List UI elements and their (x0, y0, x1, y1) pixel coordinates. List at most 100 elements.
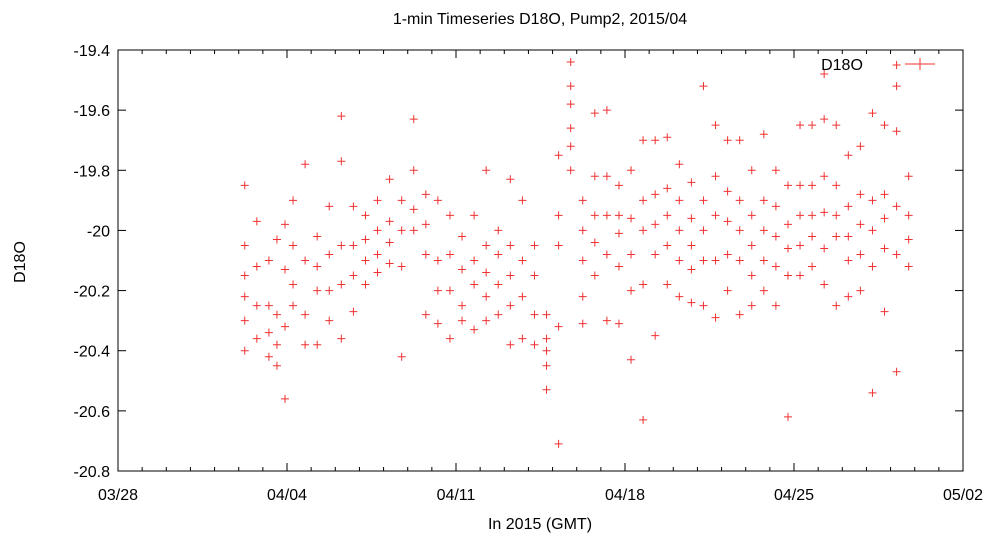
data-point (627, 355, 636, 364)
data-point (264, 301, 273, 310)
data-point (614, 181, 623, 190)
data-point (361, 280, 370, 289)
data-point (651, 331, 660, 340)
data-point (578, 256, 587, 265)
data-point (699, 196, 708, 205)
data-point (759, 196, 768, 205)
data-point (796, 121, 805, 130)
data-point (868, 388, 877, 397)
data-point (783, 220, 792, 229)
legend-marker (905, 58, 935, 70)
data-point (663, 241, 672, 250)
data-point (602, 172, 611, 181)
data-point (892, 127, 901, 136)
data-point (313, 232, 322, 241)
data-point (301, 256, 310, 265)
data-point (349, 241, 358, 250)
data-point (385, 175, 394, 184)
data-point (240, 316, 249, 325)
x-tick-label: 03/28 (98, 487, 138, 504)
data-point (542, 361, 551, 370)
data-point (252, 217, 261, 226)
data-point (325, 316, 334, 325)
data-point (325, 250, 334, 259)
data-point (880, 244, 889, 253)
data-point (639, 136, 648, 145)
data-point (301, 160, 310, 169)
data-point (337, 241, 346, 250)
data-point (820, 70, 829, 79)
data-point (361, 235, 370, 244)
data-point (880, 307, 889, 316)
data-point (675, 256, 684, 265)
data-point (796, 271, 805, 280)
data-points (240, 58, 913, 448)
data-point (397, 226, 406, 235)
y-axis-label: D18O (12, 241, 29, 283)
data-point (554, 151, 563, 160)
data-point (844, 151, 853, 160)
data-point (832, 232, 841, 241)
data-point (687, 241, 696, 250)
data-point (820, 280, 829, 289)
data-point (433, 196, 442, 205)
data-point (651, 250, 660, 259)
data-point (566, 142, 575, 151)
data-point (759, 226, 768, 235)
data-point (470, 280, 479, 289)
data-point (590, 271, 599, 280)
data-point (832, 181, 841, 190)
data-point (808, 181, 817, 190)
data-point (627, 166, 636, 175)
y-tick-label: -19.8 (74, 163, 111, 180)
data-point (796, 241, 805, 250)
data-point (723, 286, 732, 295)
data-point (518, 292, 527, 301)
data-point (554, 439, 563, 448)
data-point (602, 316, 611, 325)
data-point (421, 220, 430, 229)
data-point (627, 214, 636, 223)
data-point (687, 298, 696, 307)
data-point (373, 226, 382, 235)
data-point (385, 217, 394, 226)
data-point (240, 346, 249, 355)
data-point (301, 310, 310, 319)
data-point (458, 265, 467, 274)
y-axis: -19.4 -19.6 -19.8 -20 -20.2 -20.4 -20.6 -20.8 (74, 43, 963, 481)
data-point (820, 115, 829, 124)
data-point (280, 220, 289, 229)
data-point (856, 190, 865, 199)
data-point (397, 196, 406, 205)
data-point (578, 292, 587, 301)
data-point (651, 220, 660, 229)
data-point (470, 211, 479, 220)
data-point (699, 301, 708, 310)
data-point (264, 352, 273, 361)
data-point (289, 301, 298, 310)
data-point (482, 292, 491, 301)
data-point (566, 124, 575, 133)
data-point (747, 166, 756, 175)
y-tick-label: -19.6 (74, 103, 111, 120)
data-point (445, 250, 454, 259)
data-point (904, 235, 913, 244)
data-point (397, 262, 406, 271)
data-point (240, 241, 249, 250)
data-point (844, 292, 853, 301)
data-point (313, 262, 322, 271)
data-point (349, 307, 358, 316)
data-point (554, 322, 563, 331)
data-point (530, 271, 539, 280)
data-point (337, 157, 346, 166)
data-point (687, 265, 696, 274)
data-point (771, 202, 780, 211)
data-point (482, 268, 491, 277)
data-point (723, 250, 732, 259)
x-tick-label: 04/18 (605, 487, 645, 504)
data-point (868, 262, 877, 271)
data-point (711, 313, 720, 322)
data-point (783, 244, 792, 253)
data-point (590, 109, 599, 118)
x-tick-label: 04/04 (267, 487, 307, 504)
